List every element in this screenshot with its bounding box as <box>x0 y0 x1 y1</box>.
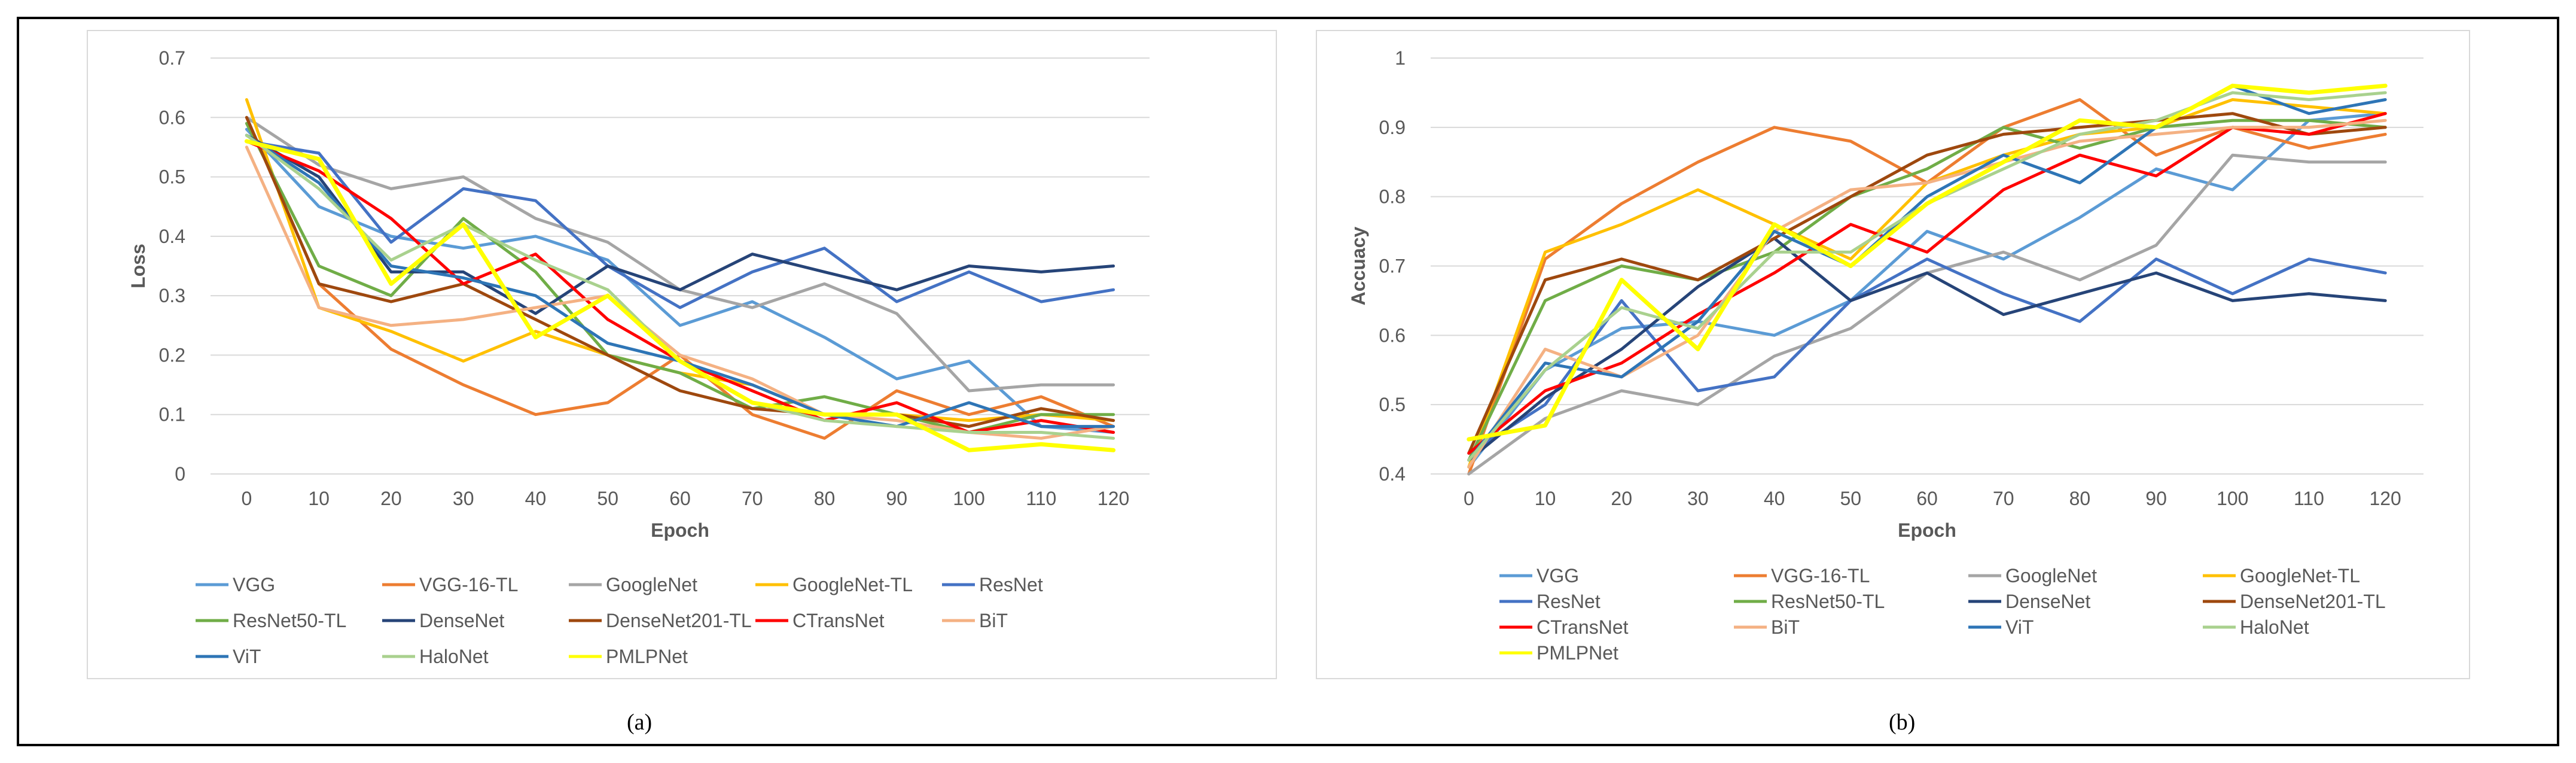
x-tick-label: 110 <box>2294 488 2324 509</box>
legend-label: GoogleNet-TL <box>792 574 913 595</box>
legend-label: ViT <box>233 646 261 667</box>
loss-chart-panel: 0 0.1 0.2 0.3 0.4 0.5 0.6 0.7 0 10 20 30 40 50 60 70 80 9… <box>87 30 1277 679</box>
x-tick-label: 0 <box>1464 488 1474 509</box>
legend-label: ResNet50-TL <box>233 610 346 631</box>
series-line-resnet50-tl <box>1467 118 2387 462</box>
x-tick-label: 60 <box>669 488 691 509</box>
y-axis-label: Accuacy <box>1348 226 1369 305</box>
loss-chart: 0 0.1 0.2 0.3 0.4 0.5 0.6 0.7 0 10 20 30 40 50 60 70 80 9… <box>127 47 1150 667</box>
series-line-resnet <box>245 139 1115 309</box>
legend-label: BiT <box>1771 616 1800 638</box>
series-line-halonet <box>245 133 1115 440</box>
legend-label: HaloNet <box>419 646 489 667</box>
x-tick-label: 100 <box>2217 488 2248 509</box>
y-axis-label: Loss <box>127 244 149 288</box>
y-tick-label: 0.5 <box>1379 394 1406 415</box>
legend-label: GoogleNet <box>2005 565 2097 586</box>
series-line-resnet <box>1467 257 2387 455</box>
series-line-pmlpnet <box>244 139 1116 452</box>
figure-border <box>17 17 2559 746</box>
legend-label: DenseNet201-TL <box>2240 591 2386 612</box>
x-tick-label: 30 <box>1687 488 1709 509</box>
legend-label: PMLPNet <box>606 646 688 667</box>
x-tick-label: 50 <box>597 488 618 509</box>
legend-label: ResNet <box>979 574 1043 595</box>
y-tick-label: 0.2 <box>159 344 185 366</box>
series-line-ctransnet <box>1467 112 2387 455</box>
x-tick-label: 10 <box>1535 488 1556 509</box>
legend-label: ViT <box>2005 616 2034 638</box>
legend-label: CTransNet <box>792 610 885 631</box>
series-line-densenet <box>245 133 1115 315</box>
accuracy-chart: 0.40.50.60.70.80.910 10 20 30 40 50 60 70 80 90 10… <box>1348 47 2423 664</box>
series-line-densenet201-tl <box>1467 112 2387 455</box>
x-tick-label: 90 <box>886 488 908 509</box>
series-line-vgg <box>1467 112 2387 469</box>
y-tick-label: 0.4 <box>1379 463 1406 485</box>
x-tick-label: 70 <box>742 488 763 509</box>
legend-label: VGG <box>1537 565 1579 586</box>
caption-b: (b) <box>1889 710 1916 735</box>
x-axis-label: Epoch <box>1898 519 1956 541</box>
legend-label: BiT <box>979 610 1008 631</box>
y-tick-label: 0.6 <box>159 107 185 128</box>
legend-label: HaloNet <box>2240 616 2309 638</box>
series-line-pmlpnet <box>1467 83 2388 442</box>
x-tick-label: 110 <box>1026 488 1056 509</box>
y-tick-label: 0.9 <box>1379 117 1406 138</box>
x-tick-label: 30 <box>453 488 474 509</box>
legend-label: PMLPNet <box>1537 642 1618 664</box>
x-tick-label: 10 <box>308 488 330 509</box>
legend-label: GoogleNet-TL <box>2240 565 2360 586</box>
legend-label: DenseNet <box>2005 591 2090 612</box>
legend-label: VGG-16-TL <box>1771 565 1870 586</box>
x-tick-label: 50 <box>1840 488 1862 509</box>
caption-a: (a) <box>627 710 653 735</box>
series-line-bit <box>245 145 1115 440</box>
x-tick-label: 120 <box>2369 488 2401 509</box>
x-tick-label: 120 <box>1098 488 1129 509</box>
x-tick-label: 80 <box>2069 488 2091 509</box>
series-line-bit <box>1467 118 2387 469</box>
legend-label: ResNet <box>1537 591 1601 612</box>
y-tick-label: 0.7 <box>159 47 185 69</box>
x-tick-label: 0 <box>241 488 252 509</box>
legend-label: ResNet50-TL <box>1771 591 1885 612</box>
series-line-vit <box>245 133 1115 428</box>
y-tick-label: 0.5 <box>159 166 185 188</box>
x-tick-label: 20 <box>380 488 402 509</box>
x-tick-label: 90 <box>2145 488 2167 509</box>
y-tick-label: 0.8 <box>1379 186 1406 208</box>
legend-label: CTransNet <box>1537 616 1629 638</box>
y-tick-label: 1 <box>1395 47 1406 69</box>
x-tick-label: 40 <box>1764 488 1785 509</box>
x-tick-label: 60 <box>1916 488 1938 509</box>
series-line-vgg <box>245 127 1115 434</box>
y-tick-label: 0.6 <box>1379 324 1406 346</box>
legend-label: VGG <box>233 574 275 595</box>
x-tick-label: 100 <box>953 488 984 509</box>
y-tick-label: 0.7 <box>1379 256 1406 277</box>
y-tick-label: 0 <box>175 463 185 485</box>
series-line-densenet201-tl <box>245 115 1115 428</box>
x-tick-label: 40 <box>525 488 547 509</box>
legend-label: GoogleNet <box>606 574 697 595</box>
y-tick-label: 0.4 <box>159 226 185 247</box>
x-tick-label: 80 <box>814 488 836 509</box>
y-tick-label: 0.1 <box>159 404 185 425</box>
x-axis-label: Epoch <box>651 519 709 541</box>
legend-label: DenseNet201-TL <box>606 610 752 631</box>
accuracy-chart-panel: 0.4 0.5 0.6 0.7 0.8 0.9 1 0 10 20 30 40 50 60 70 80 90 10… <box>1316 30 2470 679</box>
y-tick-label: 0.3 <box>159 285 185 306</box>
x-tick-label: 20 <box>1611 488 1632 509</box>
series-line-densenet <box>1467 236 2387 462</box>
legend-label: VGG-16-TL <box>419 574 518 595</box>
legend-label: DenseNet <box>419 610 504 631</box>
x-tick-label: 70 <box>1993 488 2014 509</box>
